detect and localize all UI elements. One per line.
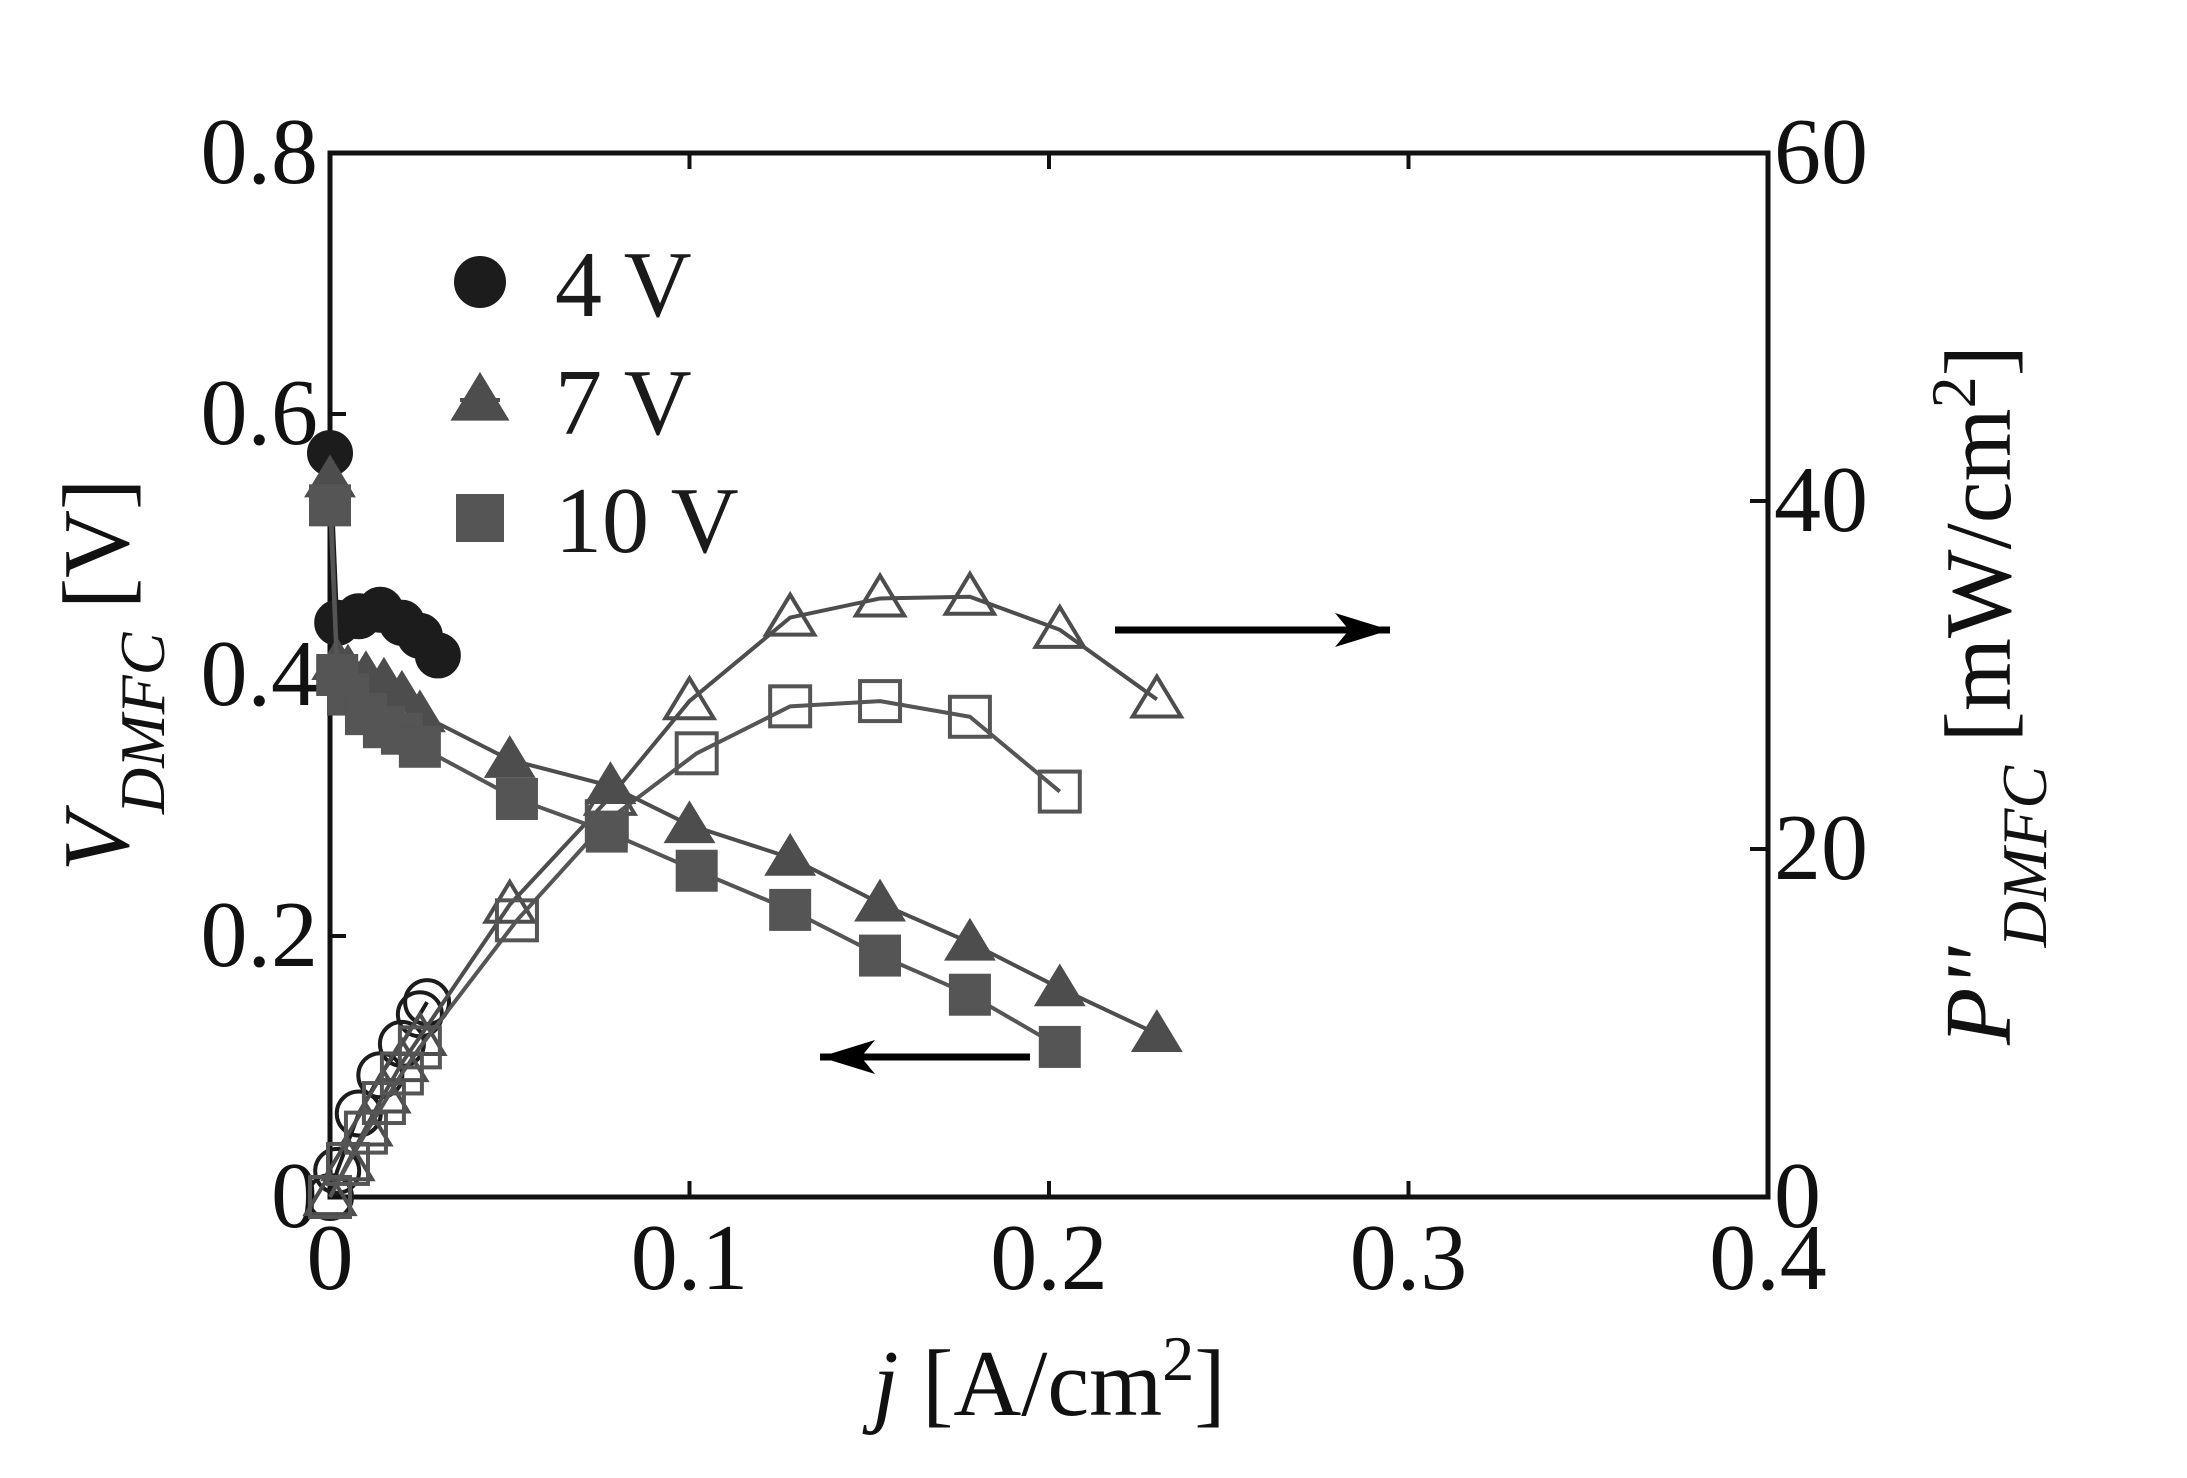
- y-left-tick-label: 0.4: [201, 622, 319, 726]
- y-right-tick-label: 60: [1774, 100, 1868, 204]
- x-tick-label: 0.3: [1350, 1206, 1468, 1310]
- power-line: [328, 699, 1062, 1198]
- legend-item: 10 V: [456, 469, 739, 573]
- legend-label: 4 V: [555, 233, 692, 337]
- legend-item: 7 V: [450, 351, 692, 455]
- power-point: [1129, 672, 1185, 719]
- voltage-point: [948, 973, 991, 1016]
- voltage-point: [414, 632, 461, 679]
- power-point: [1032, 603, 1088, 649]
- arrow-head: [1335, 613, 1390, 647]
- power-point: [762, 590, 818, 637]
- voltage-point: [943, 917, 996, 961]
- voltage-point: [854, 878, 906, 922]
- arrow-right-to-power-axis: [1115, 613, 1390, 647]
- voltage-point: [309, 484, 351, 527]
- power-line: [328, 594, 1159, 1198]
- y-left-axis-title: VDMFC [V]: [45, 479, 178, 872]
- voltage-point: [769, 888, 812, 931]
- power-point: [343, 1110, 388, 1155]
- voltage-point: [764, 832, 817, 876]
- power-point: [308, 1175, 352, 1219]
- legend-marker: [454, 256, 506, 308]
- power-point: [302, 1170, 358, 1217]
- voltage-point: [398, 725, 441, 768]
- power-point: [397, 1025, 442, 1070]
- series-4v-voltage: [307, 430, 461, 679]
- power-point: [858, 679, 903, 724]
- power-point: [325, 1141, 370, 1186]
- voltage-line: [328, 479, 1158, 1036]
- series-10v-power: [308, 679, 1082, 1219]
- arrow-head: [820, 1040, 875, 1074]
- power-point: [947, 694, 992, 739]
- voltage-point: [584, 761, 637, 805]
- voltage-point: [859, 934, 902, 977]
- power-point: [661, 674, 718, 721]
- y-left-tick-label: 0.8: [201, 100, 319, 204]
- power-point: [320, 1135, 376, 1182]
- y-right-axis-title: P''DMFC [mW/cm2]: [1918, 345, 2060, 1046]
- y-right-tick-label: 0: [1774, 1144, 1821, 1248]
- voltage-point: [1130, 1009, 1183, 1052]
- voltage-point: [495, 777, 538, 820]
- power-point: [494, 898, 539, 943]
- legend-label: 10 V: [555, 469, 739, 573]
- power-point: [379, 1051, 424, 1096]
- legend: 4 V 7 V 10 V: [450, 233, 739, 573]
- voltage-point: [663, 800, 716, 844]
- legend-item: 4 V: [454, 233, 692, 337]
- arrow-left-to-voltage-axis: [820, 1040, 1030, 1074]
- y-right-tick-label: 20: [1774, 796, 1868, 900]
- x-axis-title: j [A/cm2]: [861, 1323, 1225, 1437]
- legend-marker: [450, 371, 510, 421]
- y-left-tick-label: 0.6: [201, 361, 319, 465]
- x-tick-label: 0.2: [990, 1206, 1108, 1310]
- power-point: [313, 1146, 362, 1195]
- legend-label: 7 V: [555, 351, 692, 455]
- x-tick-label: 0: [307, 1206, 354, 1310]
- voltage-point: [675, 849, 718, 892]
- power-point: [361, 1081, 406, 1126]
- power-point: [768, 684, 813, 729]
- x-tick-label: 0.4: [1709, 1206, 1827, 1310]
- voltage-line: [328, 505, 1061, 1049]
- power-point: [674, 731, 719, 776]
- voltage-point: [483, 735, 536, 778]
- power-point: [374, 1036, 430, 1083]
- power-point: [942, 570, 998, 616]
- power-point: [852, 571, 908, 618]
- x-tick-label: 0.1: [631, 1206, 749, 1310]
- arrows: [820, 613, 1390, 1074]
- legend-marker: [456, 494, 504, 542]
- y-left-tick-label: 0.2: [201, 883, 319, 987]
- voltage-point: [585, 810, 628, 853]
- y-right-tick-label: 40: [1774, 448, 1868, 552]
- voltage-point: [1038, 1025, 1081, 1068]
- curves: [302, 430, 1185, 1221]
- power-point: [1037, 769, 1082, 814]
- series-10v-voltage: [309, 484, 1081, 1068]
- voltage-point: [1033, 963, 1086, 1007]
